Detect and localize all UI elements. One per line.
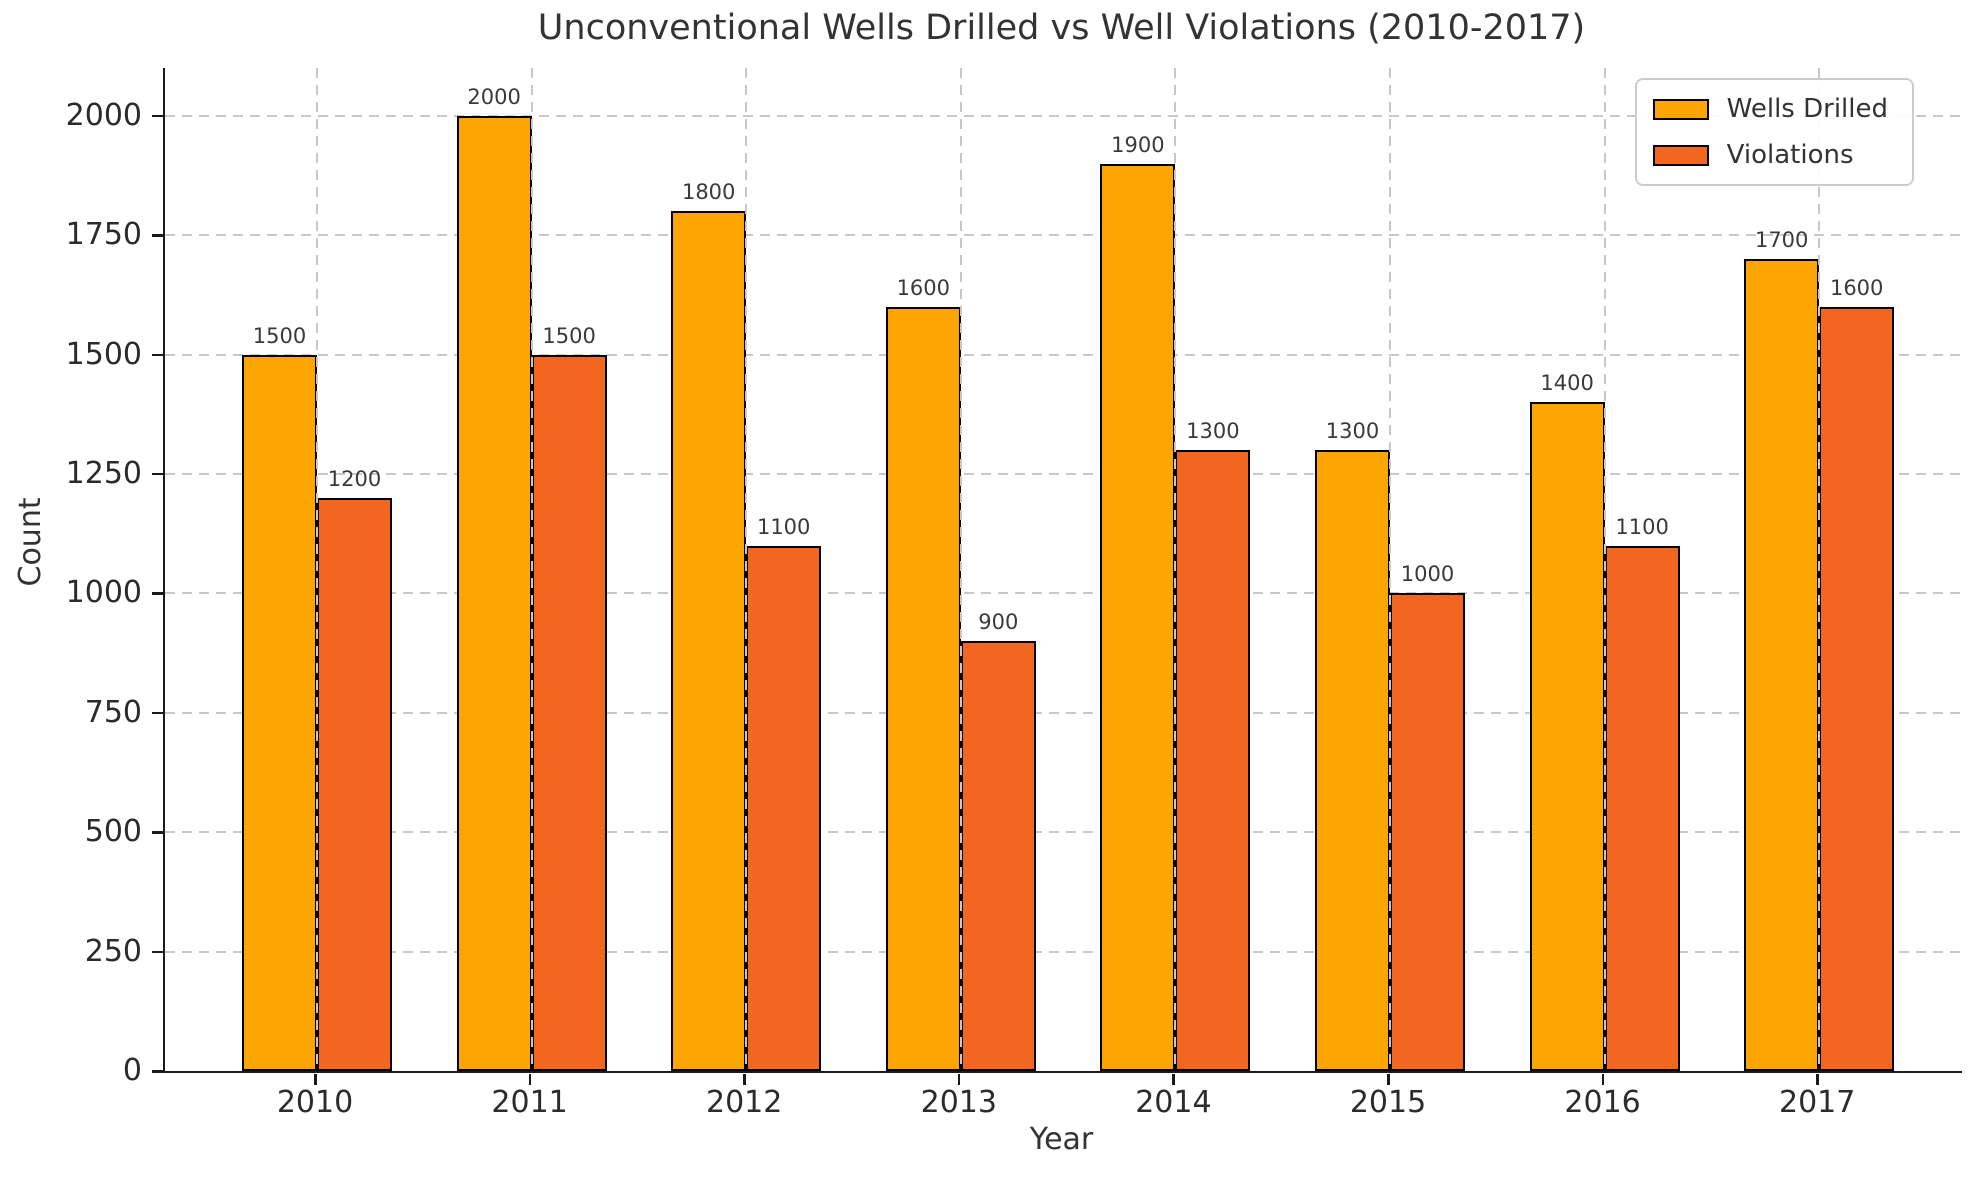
x-tick-mark	[1601, 1073, 1605, 1085]
h-gridline	[165, 234, 1962, 237]
x-tick-mark	[314, 1073, 317, 1085]
bar-violations	[960, 641, 1036, 1071]
y-tick-label: 1500	[65, 336, 142, 372]
y-tick-label: 500	[84, 814, 142, 850]
bar-violations	[1175, 450, 1251, 1071]
y-tick-mark	[152, 234, 163, 237]
y-tick-mark	[152, 950, 163, 954]
h-gridline	[165, 114, 1962, 117]
bar-value-label: 1000	[1400, 562, 1455, 587]
h-gridline	[165, 592, 1962, 595]
bar-wells-drilled	[885, 306, 961, 1071]
v-gridline	[1818, 68, 1821, 1071]
y-tick-mark	[152, 472, 163, 476]
x-axis-title: Year	[1029, 1122, 1094, 1157]
bar-violations	[1819, 306, 1895, 1071]
legend-label: Wells Drilled	[1726, 94, 1888, 124]
legend-swatch-icon	[1652, 144, 1709, 166]
x-tick-mark	[528, 1073, 532, 1085]
legend-item: Violations	[1652, 140, 1888, 170]
v-gridline	[316, 68, 318, 1071]
y-tick-mark	[152, 1070, 163, 1073]
x-tick-mark	[1816, 1073, 1819, 1085]
bar-value-label: 2000	[467, 84, 521, 109]
v-gridline	[959, 68, 962, 1071]
x-tick-label: 2016	[1564, 1085, 1641, 1120]
bar-wells-drilled	[1100, 163, 1176, 1071]
x-tick-label: 2010	[276, 1085, 354, 1120]
plot-area: 1500 1200 2000 1500 1800 1100 1600 900 1900 1300 1…	[163, 68, 1962, 1073]
bar-value-label: 1700	[1754, 228, 1809, 253]
x-tick-label: 2012	[706, 1085, 783, 1120]
bar-wells-drilled	[1315, 450, 1390, 1071]
y-tick-mark	[152, 353, 163, 357]
bar-violations	[531, 354, 607, 1071]
x-tick-label: 2014	[1135, 1085, 1212, 1120]
y-tick-mark	[152, 711, 163, 715]
x-tick-label: 2017	[1779, 1085, 1856, 1120]
legend: Wells Drilled Violations	[1634, 78, 1914, 186]
y-tick-label: 1750	[65, 217, 142, 253]
legend-item: Wells Drilled	[1652, 94, 1888, 124]
y-tick-label: 2000	[65, 97, 142, 133]
y-tick-mark	[152, 592, 163, 595]
x-tick-label: 2011	[491, 1085, 568, 1120]
y-tick-mark	[152, 831, 163, 834]
bar-value-label: 1100	[1615, 514, 1669, 539]
h-gridline	[165, 472, 1962, 475]
bar-value-label: 1100	[756, 514, 811, 539]
bar-value-label: 1500	[542, 323, 596, 348]
bar-wells-drilled	[671, 211, 747, 1071]
y-tick-label: 0	[122, 1053, 142, 1088]
bar-value-label: 1600	[896, 275, 951, 300]
x-tick-mark	[1387, 1073, 1390, 1085]
h-gridline	[165, 711, 1962, 714]
legend-label: Violations	[1726, 140, 1854, 170]
bar-value-label: 1900	[1111, 132, 1165, 157]
h-gridline	[165, 831, 1962, 834]
h-gridline	[165, 950, 1962, 953]
bar-violations	[1604, 545, 1680, 1071]
bar-value-label: 1300	[1325, 419, 1380, 444]
legend-swatch-icon	[1652, 98, 1709, 120]
bar-value-label: 1600	[1829, 275, 1884, 300]
y-tick-label: 1250	[65, 455, 142, 491]
x-tick-label: 2015	[1349, 1085, 1427, 1120]
bar-violations	[1390, 593, 1465, 1071]
v-gridline	[1174, 68, 1177, 1071]
bar-value-label: 1300	[1186, 419, 1240, 444]
x-tick-mark	[957, 1073, 961, 1085]
x-tick-label: 2013	[920, 1085, 997, 1120]
bar-wells-drilled	[242, 354, 317, 1071]
y-axis-title: Count	[13, 497, 49, 587]
bar-wells-drilled	[1744, 259, 1820, 1071]
bar-violations	[746, 545, 822, 1071]
y-tick-mark	[152, 114, 163, 118]
bar-wells-drilled	[456, 115, 532, 1071]
y-tick-label: 250	[84, 933, 142, 969]
bar-value-label: 1400	[1540, 371, 1594, 396]
h-gridline	[165, 353, 1962, 356]
bar-wells-drilled	[1529, 402, 1605, 1071]
v-gridline	[1603, 68, 1606, 1071]
bar-value-label: 900	[978, 610, 1019, 635]
v-gridline	[1389, 68, 1391, 1071]
bar-value-label: 1200	[327, 466, 382, 491]
v-gridline	[530, 68, 533, 1071]
y-tick-label: 750	[84, 694, 142, 730]
v-gridline	[745, 68, 748, 1071]
bar-violations	[317, 497, 392, 1071]
bar-value-label: 1500	[252, 323, 307, 348]
x-tick-mark	[1172, 1073, 1175, 1085]
bar-value-label: 1800	[681, 180, 736, 205]
x-tick-mark	[743, 1073, 746, 1085]
chart-title: Unconventional Wells Drilled vs Well Vio…	[537, 8, 1586, 48]
y-tick-label: 1000	[65, 575, 142, 611]
